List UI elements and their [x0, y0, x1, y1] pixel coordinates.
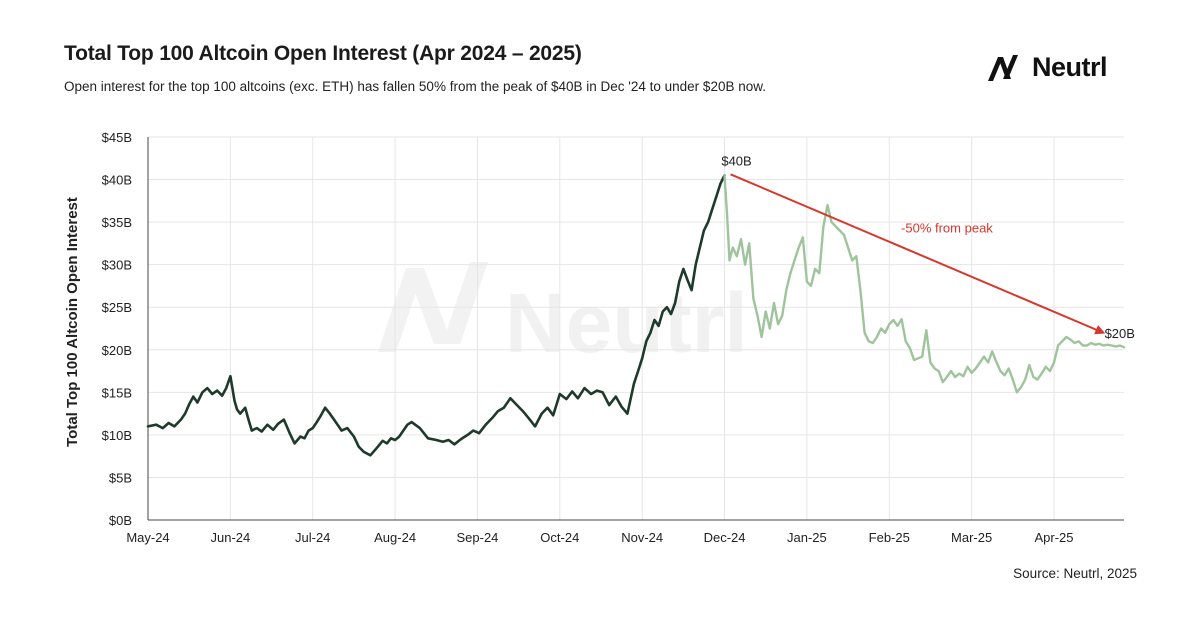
source-note: Source: Neutrl, 2025	[1013, 566, 1137, 581]
y-tick-label: $35B	[102, 215, 132, 230]
decline-arrow	[730, 173, 1106, 335]
brand-name: Neutrl	[1032, 52, 1108, 82]
neutrl-logo-icon	[988, 54, 1018, 81]
y-tick-label: $5B	[109, 470, 132, 485]
y-tick-label: $30B	[102, 258, 132, 273]
y-tick-label: $0B	[109, 513, 132, 528]
x-tick-label: Feb-25	[869, 530, 910, 545]
x-tick-label: Nov-24	[621, 530, 663, 545]
chart-title: Total Top 100 Altcoin Open Interest (Apr…	[64, 42, 582, 65]
series-line-before-peak	[146, 174, 726, 457]
series-line-after-peak	[723, 174, 1126, 394]
watermark-text: Neutrl	[505, 276, 748, 370]
y-axis-label: Total Top 100 Altcoin Open Interest	[64, 197, 81, 447]
y-tick-label: $10B	[102, 428, 132, 443]
chart-subtitle: Open interest for the top 100 altcoins (…	[64, 79, 766, 94]
y-tick-label: $15B	[102, 385, 132, 400]
x-tick-label: Oct-24	[540, 530, 579, 545]
x-tick-label: Mar-25	[951, 530, 992, 545]
y-tick-label: $20B	[102, 343, 132, 358]
x-tick-label: Dec-24	[704, 530, 746, 545]
peak-label: $40B	[721, 153, 751, 168]
x-tick-label: Jun-24	[210, 530, 250, 545]
brand: Neutrl	[986, 52, 1108, 83]
x-tick-label: May-24	[126, 530, 169, 545]
x-tick-label: Jul-24	[295, 530, 330, 545]
y-tick-label: $40B	[102, 173, 132, 188]
y-tick-label: $25B	[102, 300, 132, 315]
y-tick-label: $45B	[102, 130, 132, 145]
decline-label: -50% from peak	[901, 220, 993, 235]
x-tick-label: Sep-24	[456, 530, 498, 545]
current-label: $20B	[1105, 326, 1135, 341]
x-tick-label: Aug-24	[374, 530, 416, 545]
x-tick-label: Jan-25	[787, 530, 827, 545]
x-tick-label: Apr-25	[1034, 530, 1073, 545]
